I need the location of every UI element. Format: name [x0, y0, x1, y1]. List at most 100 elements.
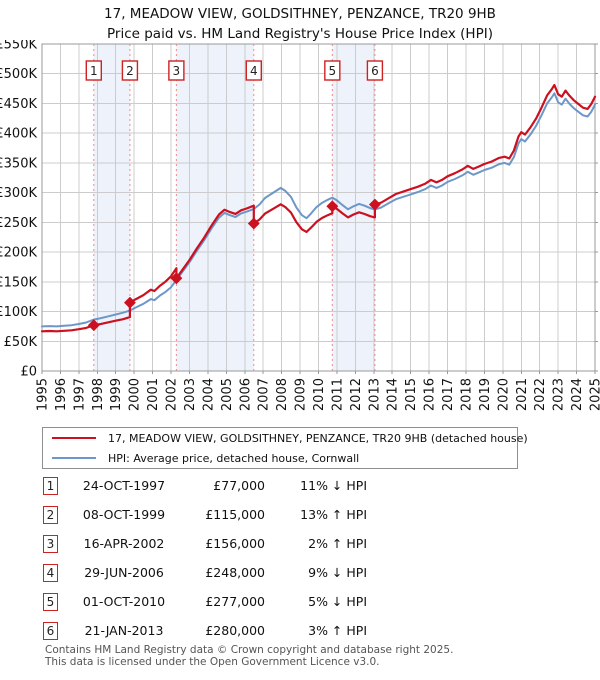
footer-line-1: Contains HM Land Registry data © Crown c… [45, 644, 454, 656]
sale-number-box-label: 1 [90, 64, 98, 78]
sale-number-badge: 6 [43, 621, 58, 640]
sale-price: £77,000 [213, 478, 265, 493]
sale-price: £115,000 [205, 507, 265, 522]
page-title: 17, MEADOW VIEW, GOLDSITHNEY, PENZANCE, … [104, 6, 496, 22]
x-tick-label: 1995 [36, 378, 51, 411]
legend-item-property: 17, MEADOW VIEW, GOLDSITHNEY, PENZANCE, … [43, 428, 528, 448]
x-tick-label: 1996 [54, 378, 69, 411]
x-tick-label: 2001 [146, 378, 161, 411]
sale-hpi-delta: 13% ↑ HPI [300, 507, 367, 522]
x-tick-label: 2005 [220, 378, 235, 411]
chart-title-block: 17, MEADOW VIEW, GOLDSITHNEY, PENZANCE, … [0, 4, 600, 44]
sale-number-box [121, 60, 139, 81]
x-tick-label: 1997 [72, 378, 87, 411]
sale-number-box-label: 4 [250, 64, 258, 78]
sale-date: 29-JUN-2006 [84, 565, 164, 580]
x-tick-label: 2014 [386, 378, 401, 411]
y-tick-label: £250K [0, 216, 37, 231]
sale-date: 01-OCT-2010 [82, 594, 166, 609]
legend-item-hpi: HPI: Average price, detached house, Corn… [43, 448, 517, 468]
x-tick-label: 2011 [330, 378, 345, 411]
x-tick-label: 2010 [312, 378, 327, 411]
sales-table: 1 24-OCT-1997 £77,000 11% ↓ HPI 2 08-OCT… [43, 471, 367, 645]
legend-label-property: 17, MEADOW VIEW, GOLDSITHNEY, PENZANCE, … [108, 431, 528, 445]
sale-date: 16-APR-2002 [83, 536, 165, 551]
x-tick-label: 2023 [552, 378, 567, 411]
x-tick-label: 2019 [478, 378, 493, 411]
sale-number-box [366, 60, 384, 81]
x-tick-label: 2025 [589, 378, 600, 411]
sale-number-box-label: 3 [173, 64, 181, 78]
x-tick-label: 2007 [257, 378, 272, 411]
chart-legend: 17, MEADOW VIEW, GOLDSITHNEY, PENZANCE, … [42, 427, 528, 469]
y-tick-label: £300K [0, 186, 37, 201]
sale-hpi-delta: 9% ↓ HPI [308, 565, 367, 580]
sale-number-badge: 5 [43, 592, 58, 611]
x-tick-label: 2013 [367, 378, 382, 411]
sale-price: £277,000 [205, 594, 265, 609]
sale-number-badge: 2 [43, 505, 58, 524]
x-tick-label: 2016 [423, 378, 438, 411]
x-tick-label: 2015 [404, 378, 419, 411]
x-tick-label: 2021 [515, 378, 530, 411]
x-tick-label: 2017 [441, 378, 456, 411]
y-tick-label: £400K [0, 127, 37, 142]
price-chart: £0 £50K £100K £150K £200K £250K £300K £350K £400… [0, 40, 600, 411]
table-row: 5 01-OCT-2010 £277,000 5% ↓ HPI [43, 587, 367, 616]
hpi-line-swatch [52, 457, 96, 459]
sale-hpi-delta: 2% ↑ HPI [308, 536, 367, 551]
table-row: 2 08-OCT-1999 £115,000 13% ↑ HPI [43, 500, 367, 529]
x-tick-label: 2012 [349, 378, 364, 411]
y-tick-label: £350K [0, 156, 37, 171]
sale-date: 21-JAN-2013 [84, 623, 164, 638]
page-subtitle: Price paid vs. HM Land Registry's House … [107, 26, 493, 42]
sale-number-badge: 3 [43, 534, 58, 553]
y-tick-label: £450K [0, 97, 37, 112]
sale-number-badge: 1 [43, 476, 58, 495]
y-tick-label: £200K [0, 246, 37, 261]
y-tick-label: £100K [0, 305, 37, 320]
x-tick-label: 2024 [570, 378, 585, 411]
y-tick-label: £50K [4, 335, 38, 350]
sale-hpi-delta: 3% ↑ HPI [308, 623, 367, 638]
x-tick-label: 2009 [294, 378, 309, 411]
ownership-band [176, 44, 254, 371]
y-tick-label: £150K [0, 275, 37, 290]
table-row: 4 29-JUN-2006 £248,000 9% ↓ HPI [43, 558, 367, 587]
sale-price: £280,000 [205, 623, 265, 638]
sale-hpi-delta: 5% ↓ HPI [308, 594, 367, 609]
sale-number-box [168, 60, 185, 81]
table-row: 3 16-APR-2002 £156,000 2% ↑ HPI [43, 529, 367, 558]
x-tick-label: 2003 [183, 378, 198, 411]
sale-number-box-label: 2 [126, 64, 134, 78]
table-row: 6 21-JAN-2013 £280,000 3% ↑ HPI [43, 616, 367, 645]
y-tick-label: £550K [0, 40, 37, 53]
x-tick-label: 2000 [128, 378, 143, 411]
sale-price: £248,000 [205, 565, 265, 580]
sale-number-badge: 4 [43, 563, 58, 582]
sale-number-box-label: 5 [329, 64, 337, 78]
x-tick-label: 2006 [238, 378, 253, 411]
sale-number-box-label: 6 [371, 64, 379, 78]
x-tick-label: 2022 [533, 378, 548, 411]
footer-line-2: This data is licensed under the Open Gov… [45, 655, 380, 668]
sale-number-box [85, 60, 102, 81]
x-tick-label: 2008 [275, 378, 290, 411]
legend-label-hpi: HPI: Average price, detached house, Corn… [108, 451, 360, 465]
x-tick-label: 1998 [91, 378, 106, 411]
property-line-swatch [52, 437, 96, 439]
sale-hpi-delta: 11% ↓ HPI [300, 478, 367, 493]
x-tick-label: 1999 [109, 378, 124, 411]
sale-date: 08-OCT-1999 [82, 507, 166, 522]
ownership-band [93, 44, 130, 371]
hpi-line-series [41, 92, 596, 328]
license-footer: Contains HM Land Registry data © Crown c… [45, 644, 454, 668]
x-tick-label: 2004 [201, 378, 216, 411]
sale-date: 24-OCT-1997 [82, 478, 166, 493]
sale-number-box [324, 60, 341, 81]
y-tick-label: £500K [0, 67, 37, 82]
x-tick-label: 2018 [459, 378, 474, 411]
y-tick-label: £0 [20, 365, 37, 380]
table-row: 1 24-OCT-1997 £77,000 11% ↓ HPI [43, 471, 367, 500]
